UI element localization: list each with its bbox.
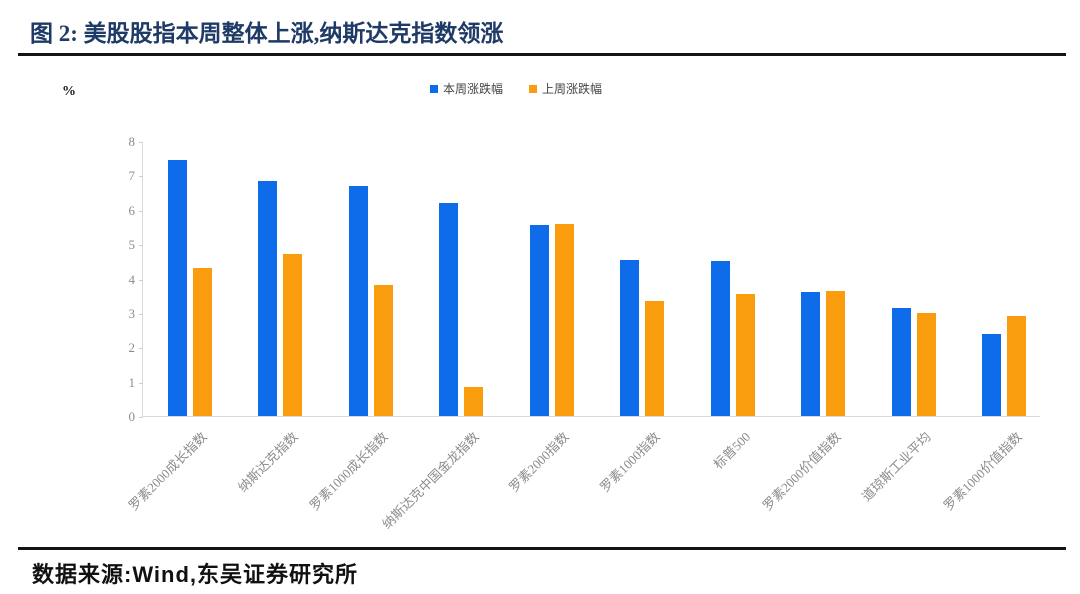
y-axis-tick-mark — [139, 348, 143, 350]
legend-swatch-orange — [529, 84, 538, 93]
footer-divider-line — [18, 547, 1066, 550]
legend-swatch-blue — [430, 84, 438, 93]
x-axis-category-label: 罗素1000指数 — [596, 429, 663, 495]
bar-s0-c5 — [620, 259, 639, 416]
x-axis-category-label: 罗素2000指数 — [506, 429, 573, 495]
x-axis-category-label: 罗素2000成长指数 — [126, 429, 211, 514]
y-axis-tick-label: 7 — [128, 168, 136, 184]
x-axis-category-label: 罗素1000价值指数 — [940, 429, 1025, 514]
bar-s0-c4 — [529, 225, 549, 416]
bar-s1-c3 — [464, 386, 483, 416]
legend-label: 本周涨跌幅 — [443, 82, 504, 96]
title-divider-line — [18, 53, 1066, 56]
bar-s0-c1 — [258, 180, 277, 416]
bar-s1-c1 — [283, 254, 302, 416]
bar-s0-c7 — [801, 292, 820, 416]
bar-s0-c8 — [891, 307, 911, 416]
bar-s1-c0 — [192, 268, 212, 416]
y-axis-tick-label: 0 — [128, 409, 136, 424]
y-axis-unit-label: % — [62, 84, 76, 99]
x-axis-category-label: 标普500 — [710, 429, 754, 472]
y-axis-tick-mark — [139, 313, 143, 315]
bar-s1-c7 — [826, 290, 845, 416]
x-axis-category-label: 纳斯达克指数 — [234, 429, 301, 495]
y-axis-tick-mark — [139, 245, 143, 247]
y-axis-tick-label: 2 — [128, 340, 136, 356]
bar-s1-c5 — [645, 300, 664, 416]
y-axis-tick-label: 8 — [128, 134, 136, 149]
legend-label: 上周涨跌幅 — [542, 82, 603, 96]
x-axis-category-label: 罗素1000成长指数 — [307, 429, 392, 514]
plot-area: 罗素2000成长指数 纳斯达克指数 罗素1000成长指数 纳斯达克中国金龙指数 罗素20… — [126, 134, 1040, 532]
figure-title: 图 2: 美股股指本周整体上涨,纳斯达克指数领涨 — [30, 21, 504, 46]
bar-s0-c9 — [982, 333, 1001, 416]
y-axis-tick-mark — [139, 142, 143, 143]
legend-item-this-week: 本周涨跌幅 — [430, 80, 503, 97]
y-axis-tick-mark — [139, 382, 143, 384]
x-axis-category-label: 纳斯达克中国金龙指数 — [379, 429, 482, 532]
bar-s1-c4 — [554, 224, 574, 416]
y-axis-tick-mark — [139, 210, 143, 212]
x-axis-category-label: 道琼斯工业平均 — [859, 429, 935, 505]
y-axis-tick-label: 1 — [128, 374, 136, 390]
y-axis-tick-label: 6 — [128, 202, 136, 218]
bar-s1-c8 — [916, 312, 936, 416]
bar-s0-c2 — [348, 185, 368, 416]
chart-legend: 本周涨跌幅 上周涨跌幅 — [430, 80, 602, 97]
legend-item-last-week: 上周涨跌幅 — [529, 80, 602, 97]
y-axis-tick-mark — [139, 279, 143, 281]
bar-s0-c6 — [710, 261, 730, 416]
y-axis-tick-label: 4 — [128, 271, 136, 287]
y-axis-tick-label: 5 — [128, 237, 136, 253]
bar-s0-c3 — [439, 202, 458, 416]
bar-s1-c9 — [1007, 316, 1026, 416]
x-axis-label-strip: 罗素2000成长指数 纳斯达克指数 罗素1000成长指数 纳斯达克中国金龙指数 罗素20… — [126, 417, 1041, 547]
y-axis-tick-mark — [139, 417, 143, 418]
bar-s0-c0 — [167, 159, 187, 416]
bar-s1-c2 — [373, 285, 393, 416]
bar-s1-c6 — [735, 293, 755, 416]
y-axis-tick-label: 3 — [128, 305, 136, 321]
x-axis-category-label: 罗素2000价值指数 — [759, 429, 844, 514]
data-source-text: 数据来源:Wind,东吴证券研究所 — [32, 562, 358, 587]
y-axis-tick-mark — [139, 176, 143, 178]
